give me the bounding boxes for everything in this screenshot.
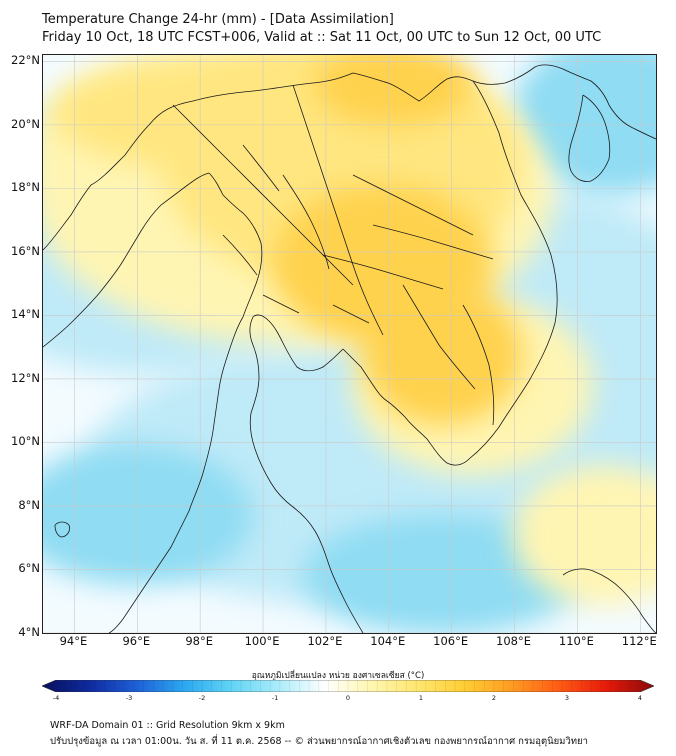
lat-label: 18°N [11,180,40,195]
lat-label: 20°N [11,116,40,131]
colorbar-tick-label: -1 [271,694,279,702]
colorbar-tick-label: -3 [125,694,133,702]
colorbar-tick-label: 4 [637,694,643,702]
lat-label: 10°N [11,434,40,449]
colorbar-tick-label: 0 [345,694,351,702]
lon-label: 110°E [558,634,594,648]
colorbar-ramp [42,680,654,692]
coastlines-borders [43,64,656,633]
lon-label: 108°E [496,634,532,648]
field-patch-5 [303,515,583,633]
lon-label: 96°E [122,634,151,648]
lon-label: 98°E [185,634,213,648]
lon-label: 106°E [433,634,469,648]
lon-label: 100°E [244,634,280,648]
field-patch-14 [313,55,473,125]
field-patch-13 [363,285,523,425]
lon-label: 112°E [621,634,657,648]
colorbar-tick-label: 2 [491,694,497,702]
lat-label: 8°N [18,497,40,512]
colorbar-tick-label: -4 [52,694,60,702]
map-panel [42,54,657,634]
lat-label: 6°N [18,561,40,576]
lat-label: 4°N [18,625,40,639]
colorbar-tick-label: 3 [564,694,570,702]
footer-model-info: WRF-DA Domain 01 :: Grid Resolution 9km … [50,720,285,731]
footer-credit: ปรับปรุงข้อมูล ณ เวลา 01:00น. วัน ส. ที่… [50,736,588,747]
lat-label: 16°N [11,243,40,258]
temperature-field-map [43,55,656,633]
map-subtitle: Friday 10 Oct, 18 UTC FCST+006, Valid at… [42,30,602,45]
lon-label: 94°E [59,634,88,648]
lon-label: 104°E [370,634,406,648]
colorbar-tick-label: 1 [418,694,424,702]
lat-label: 22°N [11,53,40,68]
lon-label: 102°E [307,634,343,648]
map-title: Temperature Change 24-hr (mm) - [Data As… [42,12,394,27]
lat-label: 14°N [11,307,40,322]
lat-label: 12°N [11,370,40,385]
colorbar-tick-label: -2 [198,694,206,702]
field-patch-9 [513,465,656,605]
colorbar-title: อุณหภูมิเปลี่ยนแปลง หน่วย องศาเซลเซียส (… [251,671,425,681]
lat-lon-grid [43,55,656,633]
colorbar [42,680,654,692]
